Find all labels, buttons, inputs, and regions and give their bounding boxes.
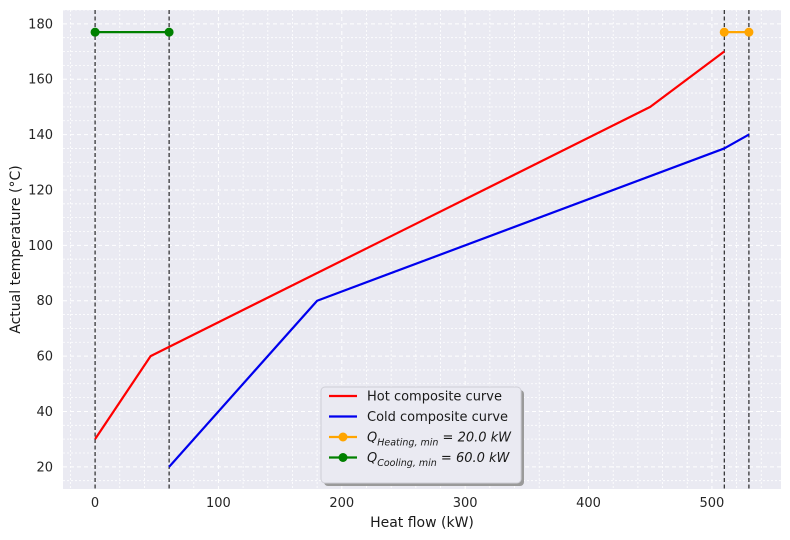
legend-box (320, 386, 522, 484)
x-tick-labels: 0 100 200 300 400 500 (91, 496, 724, 511)
threshold-lines (94, 10, 750, 489)
series-line-1 (168, 133, 750, 468)
y-tick-label: 60 (36, 350, 53, 365)
legend-marker-3 (338, 453, 348, 462)
major-grid (63, 10, 781, 489)
legend-label-1: Cold composite curve (367, 410, 508, 425)
y-tick-label: 20 (36, 460, 53, 475)
series-layer (90, 27, 754, 468)
y-tick-label: 100 (28, 239, 53, 254)
x-tick-label: 400 (576, 496, 601, 511)
x-tick-label: 0 (91, 496, 99, 511)
series-point-3 (164, 27, 174, 37)
y-tick-label: 160 (28, 73, 53, 88)
legend-label-3: QCooling, min = 60.0 kW (367, 451, 511, 469)
y-tick-label: 40 (36, 405, 53, 420)
x-tick-label: 200 (329, 496, 354, 511)
y-tick-label: 120 (28, 183, 53, 198)
x-tick-label: 100 (206, 496, 231, 511)
y-axis-label: Actual temperature (°C) (8, 165, 24, 333)
x-tick-label: 300 (453, 496, 478, 511)
y-tick-labels: 20 40 60 80 100 120 140 160 180 (28, 17, 53, 475)
series-point-2 (744, 27, 754, 37)
x-axis-label: Heat flow (kW) (370, 515, 474, 531)
y-tick-label: 140 (28, 128, 53, 143)
legend-label-2: QHeating, min = 20.0 kW (367, 431, 512, 449)
series-point-3 (90, 27, 100, 37)
y-tick-label: 180 (28, 17, 53, 32)
series-line-0 (94, 50, 725, 440)
legend-label-0: Hot composite curve (367, 390, 502, 405)
x-tick-label: 500 (700, 496, 725, 511)
legend-marker-2 (338, 432, 348, 442)
series-point-2 (719, 27, 729, 37)
y-tick-label: 80 (36, 294, 53, 309)
legend: Hot composite curve Cold composite curve Q… (320, 386, 524, 486)
